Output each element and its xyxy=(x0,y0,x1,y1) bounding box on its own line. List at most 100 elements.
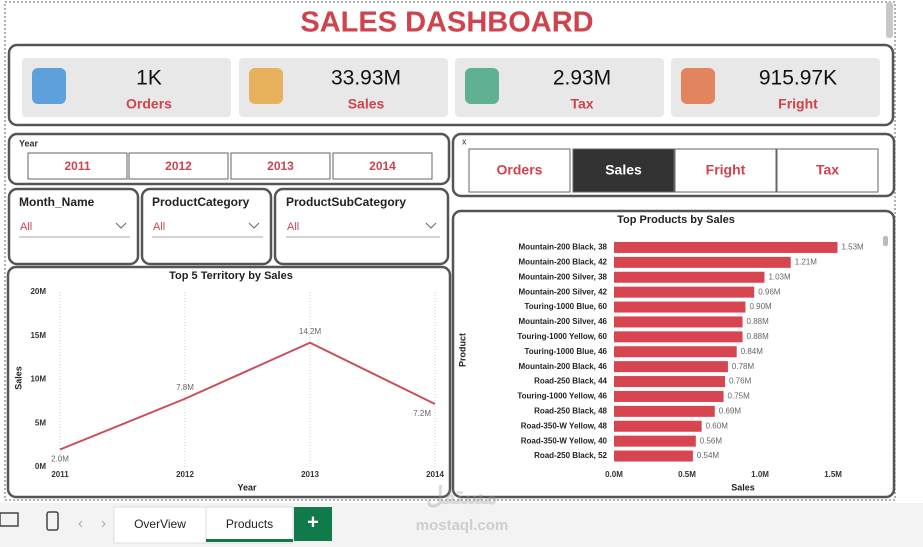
year-button[interactable] xyxy=(332,152,433,180)
dropdown-title: ProductCategory xyxy=(152,195,250,209)
measure-button[interactable] xyxy=(674,148,777,193)
tab-nav-arrows[interactable] xyxy=(78,520,106,528)
bar xyxy=(614,301,746,313)
bar xyxy=(614,331,743,343)
dropdown-value[interactable]: All xyxy=(153,221,165,233)
kpi-value: 1K xyxy=(136,67,162,90)
year-button[interactable] xyxy=(128,152,229,180)
dropdown-chevron[interactable] xyxy=(115,222,127,229)
y-axis-label: Product xyxy=(457,333,467,367)
page-tab[interactable] xyxy=(205,506,294,544)
dropdown-value[interactable]: All xyxy=(287,221,299,233)
scrollbar[interactable] xyxy=(886,2,893,38)
page-tab-label[interactable]: Products xyxy=(226,517,273,531)
data-label: 7.8M xyxy=(176,383,194,392)
measure-button[interactable] xyxy=(572,148,675,193)
bar xyxy=(614,256,791,268)
measure-button-label[interactable]: Tax xyxy=(816,162,839,178)
x-axis-label: Year xyxy=(237,482,257,492)
bar xyxy=(614,405,715,417)
data-label: 0.69M xyxy=(719,406,742,415)
data-label: 1.53M xyxy=(841,243,864,252)
page-tab-label[interactable]: OverView xyxy=(134,517,186,531)
y-tick-label: 0M xyxy=(35,462,46,471)
kpi-value: 2.93M xyxy=(553,67,611,90)
x-tick-label: 2013 xyxy=(301,470,319,479)
add-page-button[interactable] xyxy=(294,507,332,541)
kpi-card xyxy=(22,58,231,117)
bar xyxy=(614,241,838,253)
bar xyxy=(614,450,693,462)
y-tick-label: Road-250 Black, 48 xyxy=(534,406,607,415)
y-tick-label: 10M xyxy=(30,375,46,384)
dropdown-value[interactable]: All xyxy=(20,221,32,233)
bar xyxy=(614,435,696,447)
kpi-value: 915.97K xyxy=(759,67,837,90)
y-tick-label: 20M xyxy=(30,287,46,296)
kpi-icon xyxy=(465,68,499,104)
line-series xyxy=(59,341,436,451)
chart-title: Top 5 Territory by Sales xyxy=(169,270,293,282)
x-tick-label: 2012 xyxy=(176,470,194,479)
kpi-label: Orders xyxy=(126,96,172,112)
dropdown-panel xyxy=(7,187,140,266)
data-label: 0.88M xyxy=(747,317,770,326)
data-label: 1.21M xyxy=(795,257,818,266)
x-tick-label: 2011 xyxy=(51,470,69,479)
y-tick-label: Mountain-200 Silver, 38 xyxy=(519,272,608,281)
page-tab[interactable] xyxy=(113,506,207,544)
bar xyxy=(614,316,743,328)
data-label: 1.03M xyxy=(768,272,791,281)
dashboard-title: SALES DASHBOARD xyxy=(300,7,593,39)
dropdown-panel xyxy=(140,187,273,266)
year-button-label[interactable]: 2014 xyxy=(369,159,396,173)
data-label: 0.78M xyxy=(732,362,755,371)
y-tick-label: 5M xyxy=(35,418,46,427)
watermark: مستقل xyxy=(426,482,498,509)
dropdown-title: Month_Name xyxy=(19,195,95,209)
kpi-card xyxy=(671,58,880,117)
y-tick-label: Touring-1000 Yellow, 60 xyxy=(517,332,607,341)
year-button[interactable] xyxy=(230,152,331,180)
y-tick-label: Touring-1000 Blue, 46 xyxy=(524,347,607,356)
measure-button-label[interactable]: Sales xyxy=(605,162,642,178)
y-tick-label: Road-250 Black, 44 xyxy=(534,377,607,386)
year-button-label[interactable]: 2013 xyxy=(267,159,294,173)
add-page-label[interactable]: + xyxy=(307,511,319,533)
y-tick-label: Road-250 Black, 52 xyxy=(534,451,607,460)
bar xyxy=(614,420,702,432)
measure-button[interactable] xyxy=(468,148,571,193)
y-tick-label: Mountain-200 Black, 42 xyxy=(519,257,608,266)
measure-button[interactable] xyxy=(776,148,879,193)
watermark: mostaql.com xyxy=(416,517,509,534)
active-tab-indicator xyxy=(206,539,293,542)
kpi-icon xyxy=(681,68,715,104)
y-tick-label: Road-350-W Yellow, 40 xyxy=(521,436,608,445)
dropdown-title: ProductSubCategory xyxy=(286,195,406,209)
bar xyxy=(614,271,765,283)
chart-scrollbar[interactable] xyxy=(883,236,888,246)
x-axis-label: Sales xyxy=(731,482,755,492)
data-label: 2.0M xyxy=(51,455,69,464)
kpi-card xyxy=(455,58,664,117)
data-label: 0.90M xyxy=(749,302,772,311)
year-button[interactable] xyxy=(27,152,128,180)
data-label: 0.96M xyxy=(758,287,781,296)
measure-button-label[interactable]: Orders xyxy=(497,162,543,178)
year-button-label[interactable]: 2011 xyxy=(64,159,90,173)
year-button-label[interactable]: 2012 xyxy=(165,159,192,173)
desktop-icon[interactable] xyxy=(0,512,19,527)
y-tick-label: Touring-1000 Blue, 60 xyxy=(524,302,607,311)
data-label: 14.2M xyxy=(299,327,322,336)
line-chart-panel xyxy=(6,265,452,499)
measure-button-label[interactable]: Fright xyxy=(706,162,746,178)
mobile-icon[interactable] xyxy=(46,511,59,531)
kpi-label: Fright xyxy=(778,96,818,112)
data-label: 0.75M xyxy=(728,392,751,401)
y-axis-label: Sales xyxy=(13,366,23,390)
slicer-title: Year xyxy=(19,138,39,148)
dropdown-chevron[interactable] xyxy=(425,222,437,229)
dropdown-chevron[interactable] xyxy=(248,222,260,229)
x-tick-label: 1.5M xyxy=(824,470,842,479)
